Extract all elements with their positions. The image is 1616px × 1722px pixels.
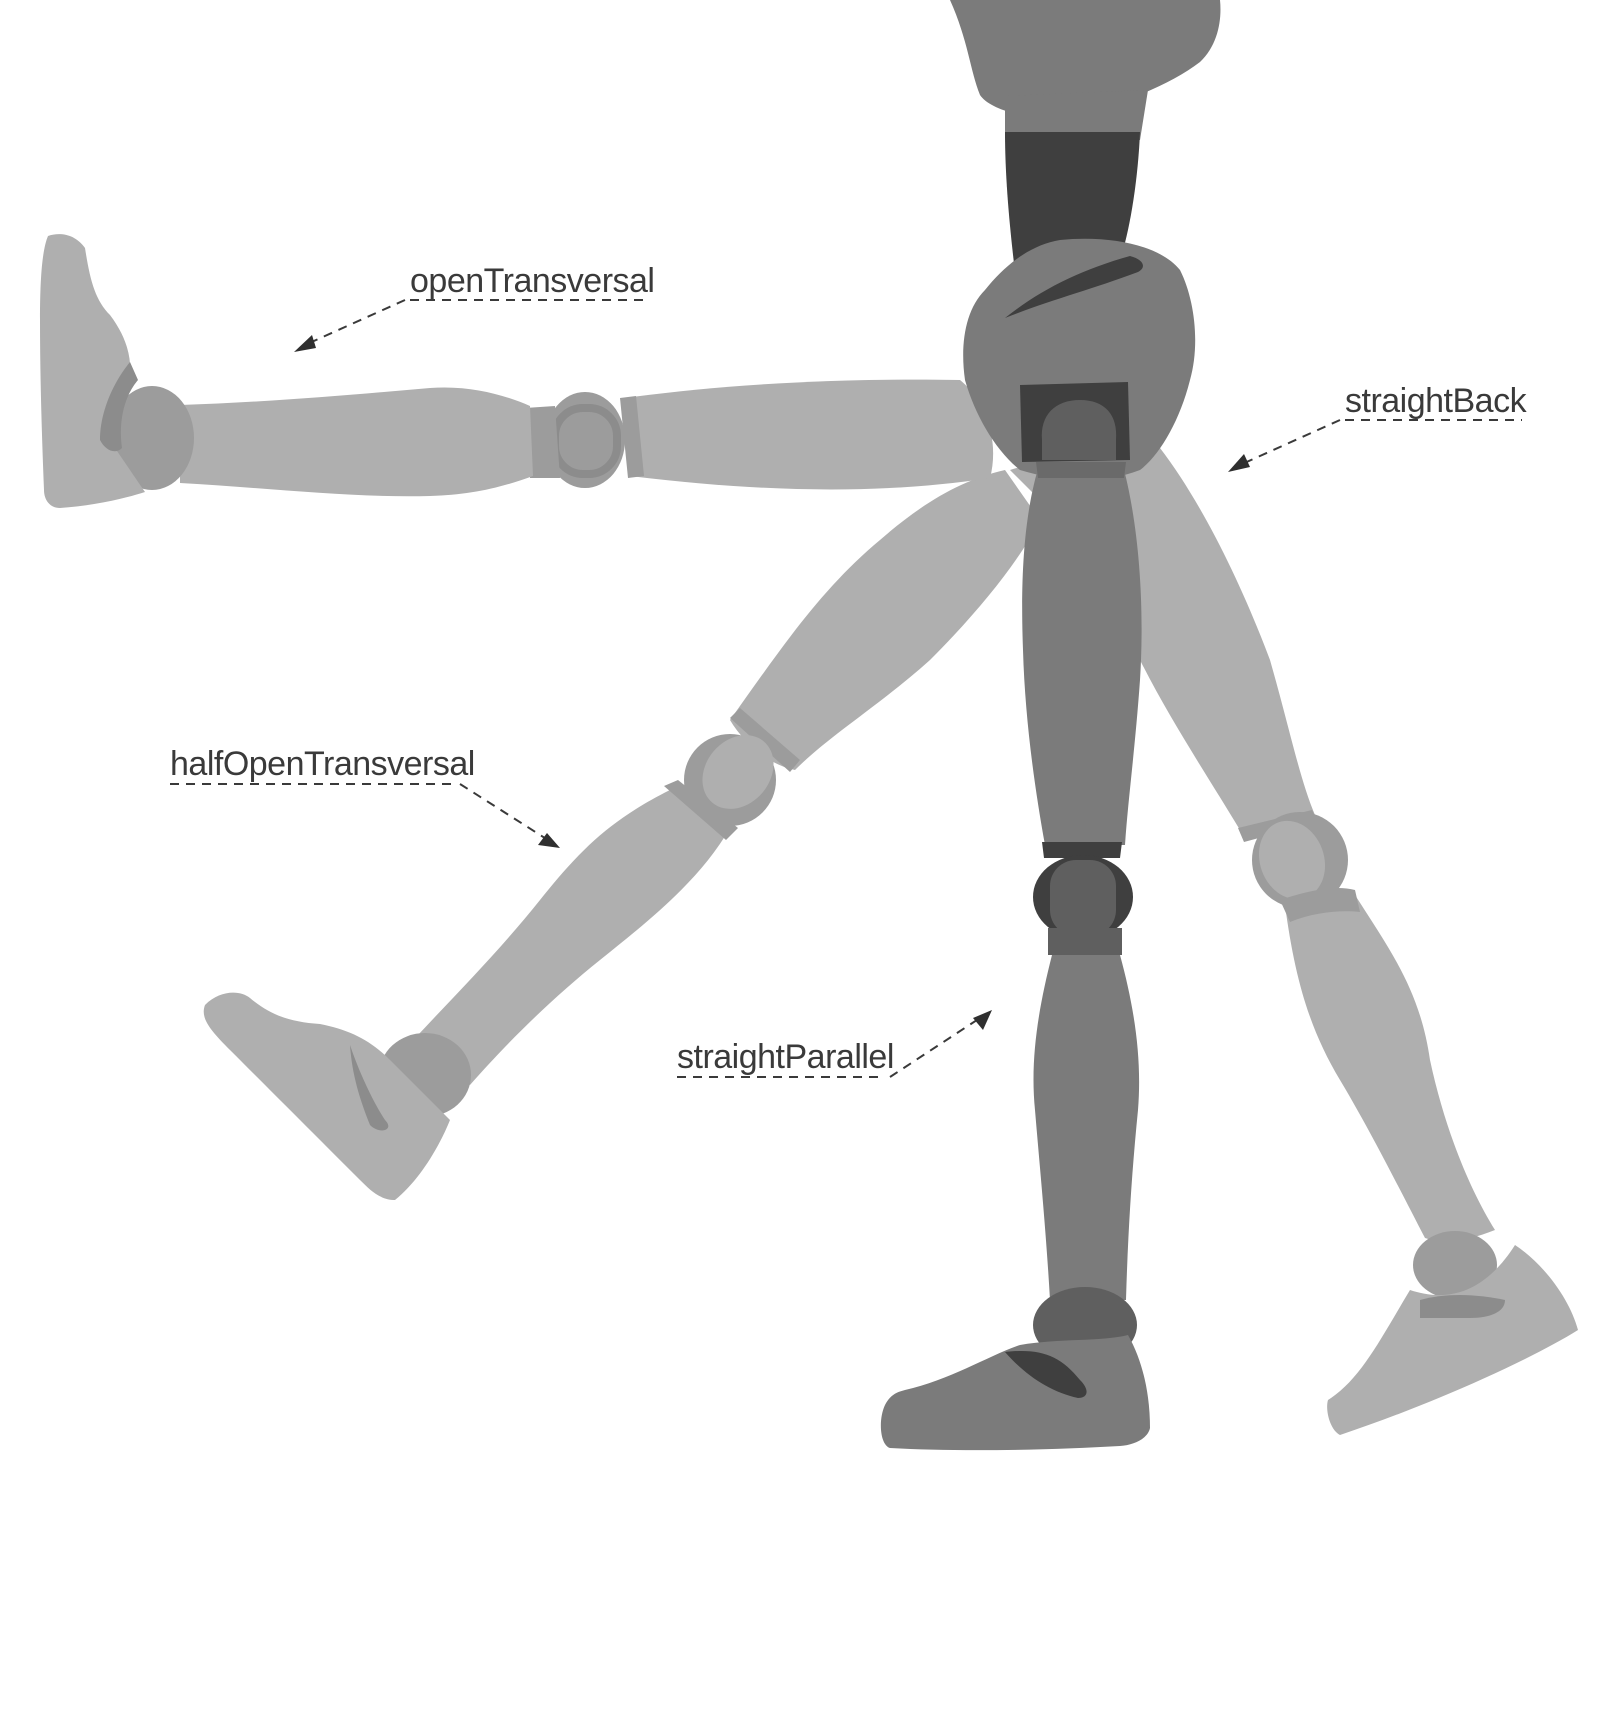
leader-straight-back bbox=[1239, 419, 1341, 466]
straight-back-shin bbox=[1285, 893, 1495, 1242]
open-shin bbox=[180, 387, 533, 497]
parallel-thigh bbox=[1022, 462, 1142, 845]
half-open-knee-inner bbox=[702, 735, 774, 809]
half-open-shoe bbox=[203, 992, 450, 1200]
straight-back-knee-inner bbox=[1258, 820, 1326, 900]
arrowhead-straight-back bbox=[1228, 454, 1250, 472]
leader-half-open-transversal bbox=[459, 783, 549, 841]
half-open-shin-cuff bbox=[664, 780, 738, 840]
arrowhead-straight-parallel bbox=[973, 1010, 992, 1030]
annotation-straight-back: straightBack bbox=[1228, 382, 1528, 472]
half-open-shin bbox=[418, 790, 730, 1085]
label-straight-parallel: straightParallel bbox=[677, 1038, 894, 1076]
straight-parallel-leg bbox=[880, 0, 1221, 1451]
straight-back-ankle bbox=[1413, 1231, 1497, 1299]
label-half-open-transversal: halfOpenTransversal bbox=[170, 745, 475, 783]
torso bbox=[950, 0, 1221, 118]
open-shoe-shade bbox=[100, 362, 138, 452]
label-open-transversal: openTransversal bbox=[410, 262, 654, 300]
open-knee-cuff bbox=[525, 406, 560, 478]
parallel-thigh-top bbox=[1036, 462, 1126, 478]
open-ankle bbox=[110, 386, 194, 490]
straight-back-shoe-shade bbox=[1420, 1295, 1505, 1318]
half-open-shoe-shade bbox=[350, 1045, 389, 1131]
half-open-transversal-leg bbox=[203, 470, 1040, 1200]
straight-back-shin-cuff bbox=[1280, 888, 1360, 922]
parallel-thigh-cuff bbox=[1042, 842, 1122, 858]
open-transversal-leg bbox=[40, 234, 994, 508]
parallel-knee-cuff bbox=[1048, 928, 1122, 955]
leader-straight-parallel bbox=[889, 1017, 981, 1078]
open-thigh bbox=[625, 379, 994, 490]
straight-back-shoe bbox=[1327, 1245, 1578, 1435]
arrowhead-open-transversal bbox=[294, 335, 316, 352]
parallel-shin bbox=[1033, 955, 1140, 1300]
hip-joint bbox=[1005, 90, 1148, 140]
open-knee-inner bbox=[551, 404, 621, 478]
pelvis-hole bbox=[1005, 256, 1143, 318]
parallel-shoe-shade bbox=[1005, 1350, 1087, 1398]
annotation-open-transversal: openTransversal bbox=[294, 262, 655, 352]
open-shoe bbox=[40, 234, 145, 508]
annotation-straight-parallel: straightParallel bbox=[677, 1010, 992, 1078]
half-open-thigh bbox=[730, 470, 1040, 770]
annotation-half-open-transversal: halfOpenTransversal bbox=[170, 745, 560, 848]
half-open-thigh-cuff bbox=[730, 708, 800, 772]
leader-open-transversal bbox=[304, 299, 406, 346]
arrowhead-half-open-transversal bbox=[538, 833, 560, 848]
hip-socket-inner bbox=[1041, 400, 1117, 460]
label-straight-back: straightBack bbox=[1345, 382, 1528, 420]
parallel-knee-inner bbox=[1050, 860, 1116, 936]
open-thigh-cuff bbox=[620, 396, 644, 478]
parallel-shoe bbox=[880, 1335, 1150, 1451]
